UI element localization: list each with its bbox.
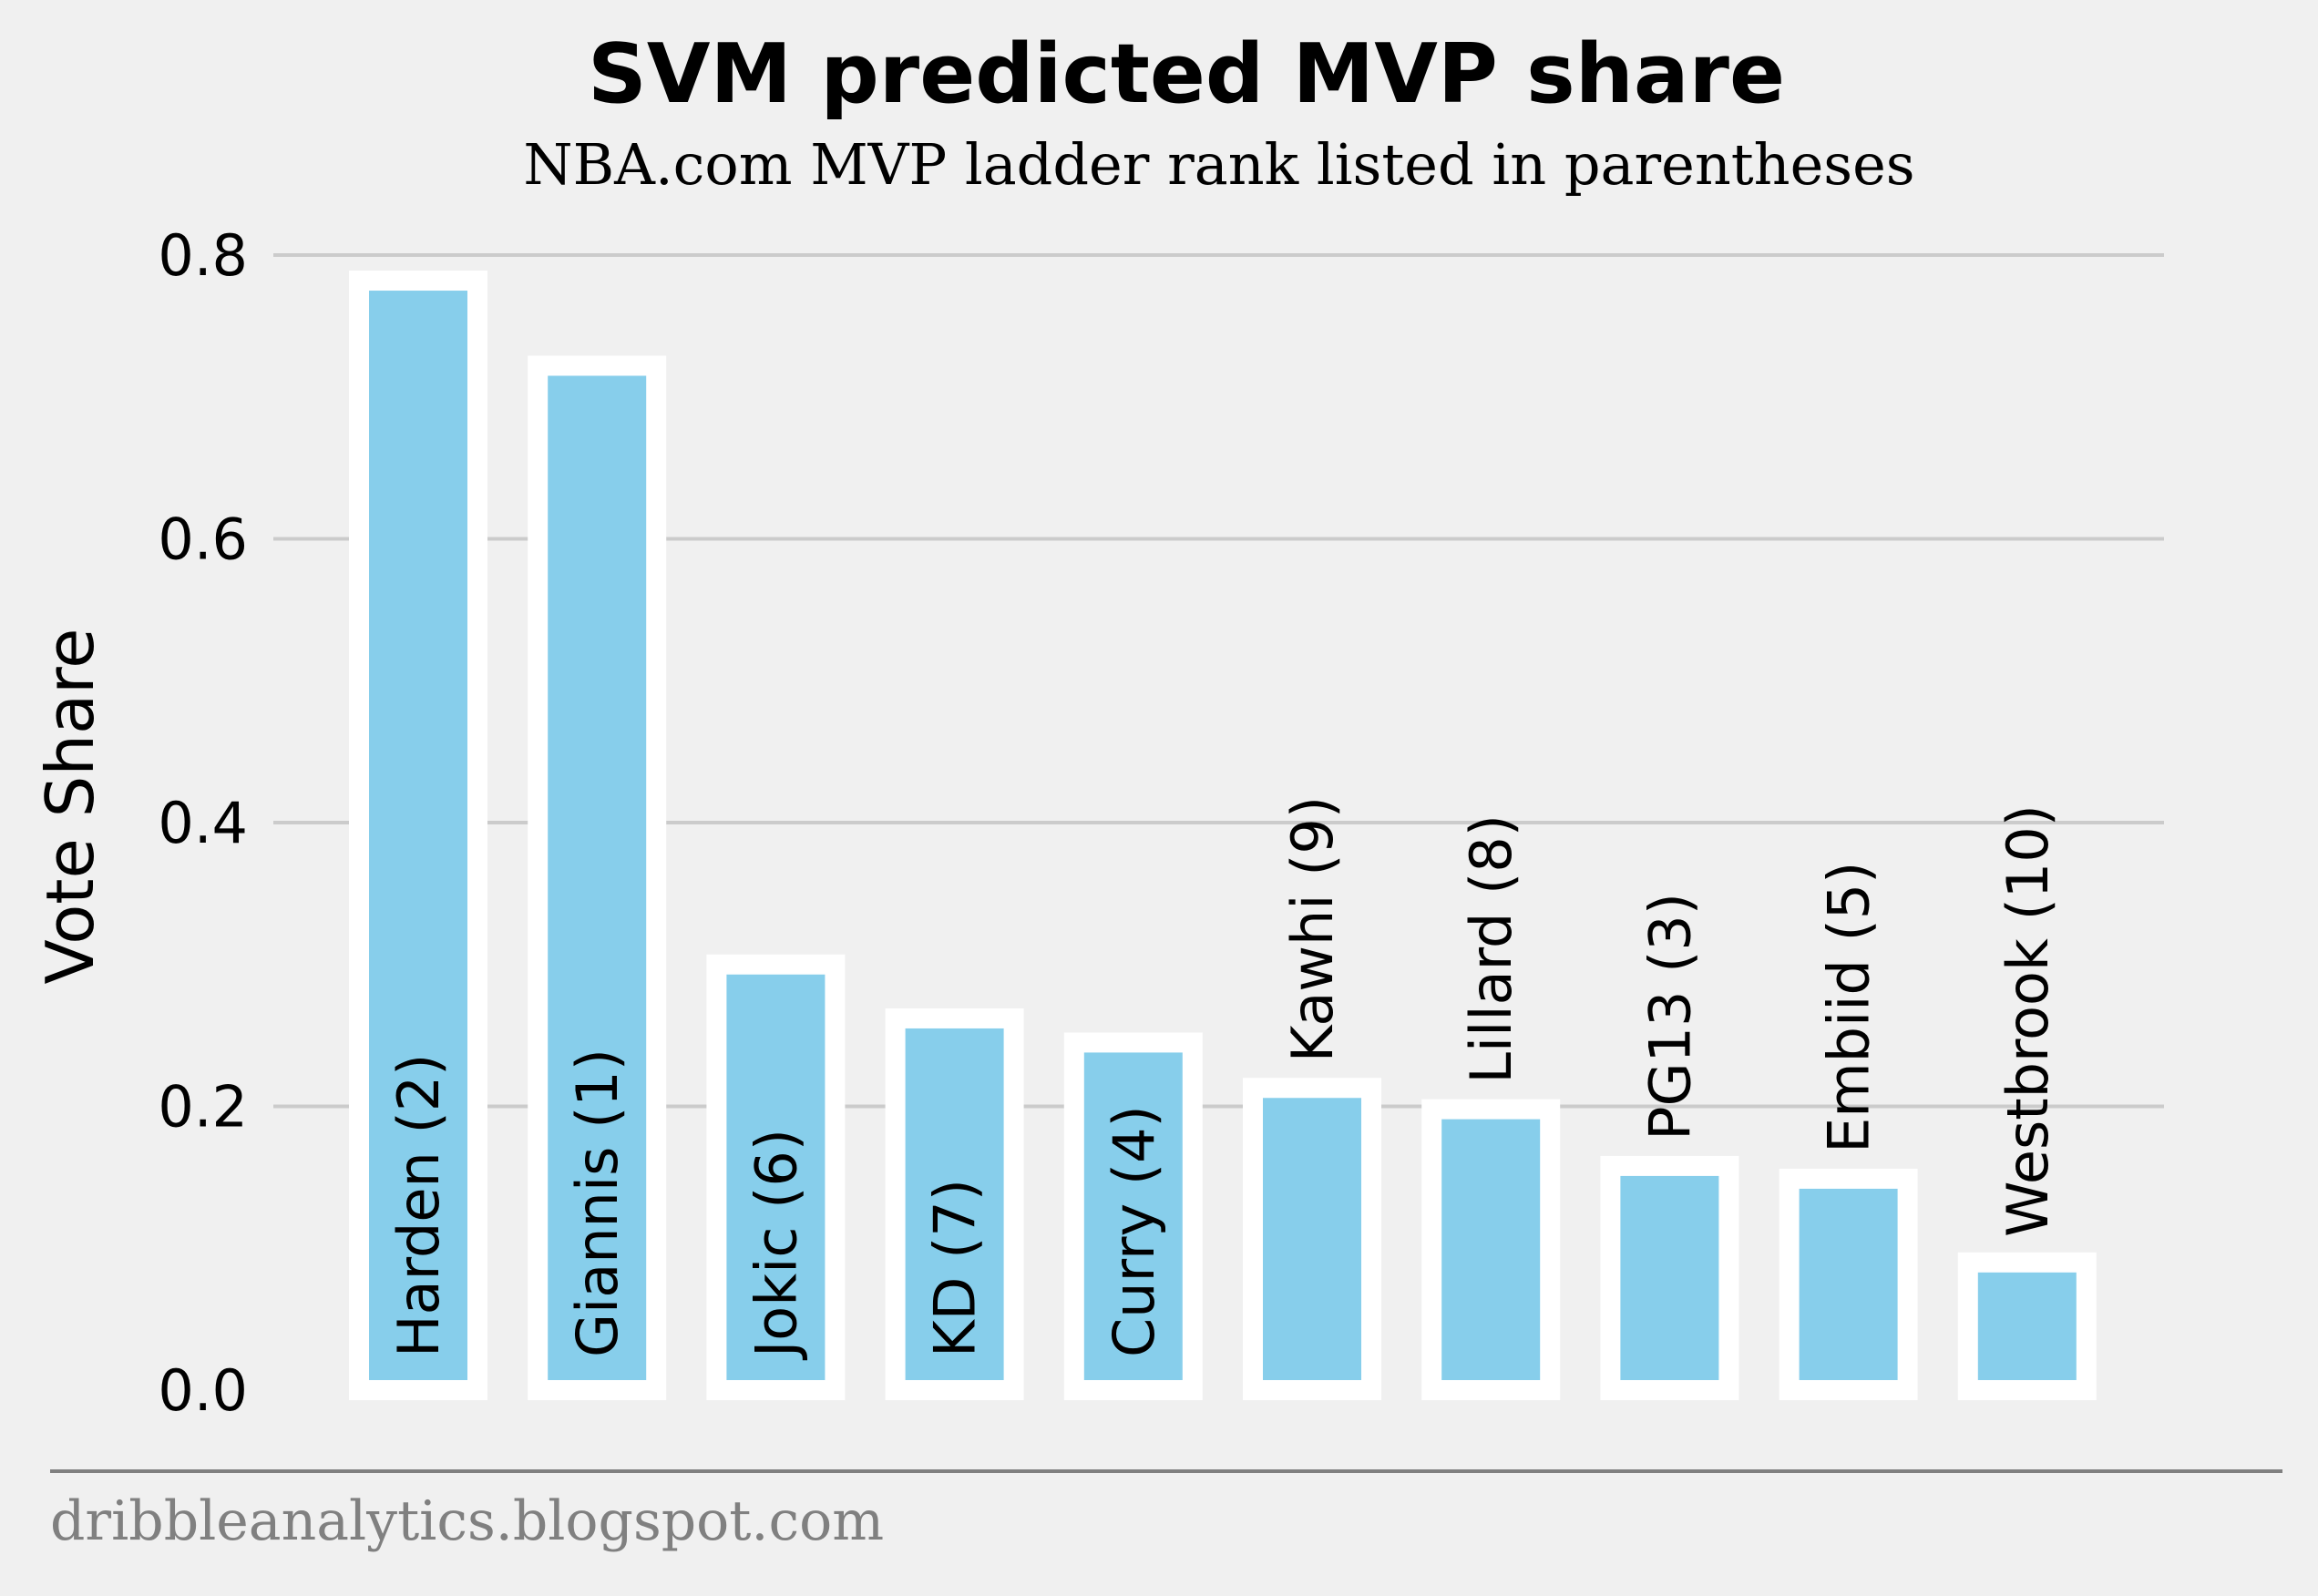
bars xyxy=(349,271,2097,1401)
bar xyxy=(1421,1099,1561,1400)
y-axis-label: Vote Share xyxy=(32,629,108,985)
y-tick-label: 0.0 xyxy=(158,1357,248,1424)
bar xyxy=(349,271,487,1400)
bar xyxy=(528,355,667,1400)
bar-label: PG13 (3) xyxy=(1636,893,1703,1141)
bar-labels: Harden (2) Giannis (1) Jokic (6) KD (7) Curr… xyxy=(385,796,2061,1361)
bar xyxy=(1243,1078,1381,1400)
bar-label: Harden (2) xyxy=(385,1054,452,1357)
y-tick-label: 0.8 xyxy=(158,222,248,289)
bar xyxy=(885,1008,1024,1401)
bar xyxy=(1600,1155,1739,1401)
bar xyxy=(706,954,846,1400)
y-axis-ticks: 0.0 0.2 0.4 0.6 0.8 xyxy=(158,222,248,1424)
y-tick-label: 0.6 xyxy=(158,506,248,573)
y-tick-label: 0.4 xyxy=(158,790,248,856)
bar-label: Westbrook (10) xyxy=(1995,804,2061,1237)
y-tick-label: 0.2 xyxy=(158,1074,248,1141)
bar-label: Giannis (1) xyxy=(564,1049,631,1357)
bar-label: Embiid (5) xyxy=(1816,862,1882,1153)
bar-label: Jokic (6) xyxy=(743,1129,809,1361)
bar-label: Curry (4) xyxy=(1101,1105,1167,1357)
footer-source: dribbleanalytics.blogspot.com xyxy=(50,1489,884,1553)
chart-subtitle: NBA.com MVP ladder rank listed in parent… xyxy=(523,131,1914,198)
bar-label: KD (7) xyxy=(922,1179,989,1357)
bar xyxy=(1957,1252,2097,1400)
bar xyxy=(1063,1032,1203,1400)
bar-label: Kawhi (9) xyxy=(1279,796,1346,1062)
chart-title: SVM predicted MVP share xyxy=(588,26,1785,122)
bar xyxy=(1779,1168,1918,1400)
bar-label: Lillard (8) xyxy=(1458,814,1524,1084)
